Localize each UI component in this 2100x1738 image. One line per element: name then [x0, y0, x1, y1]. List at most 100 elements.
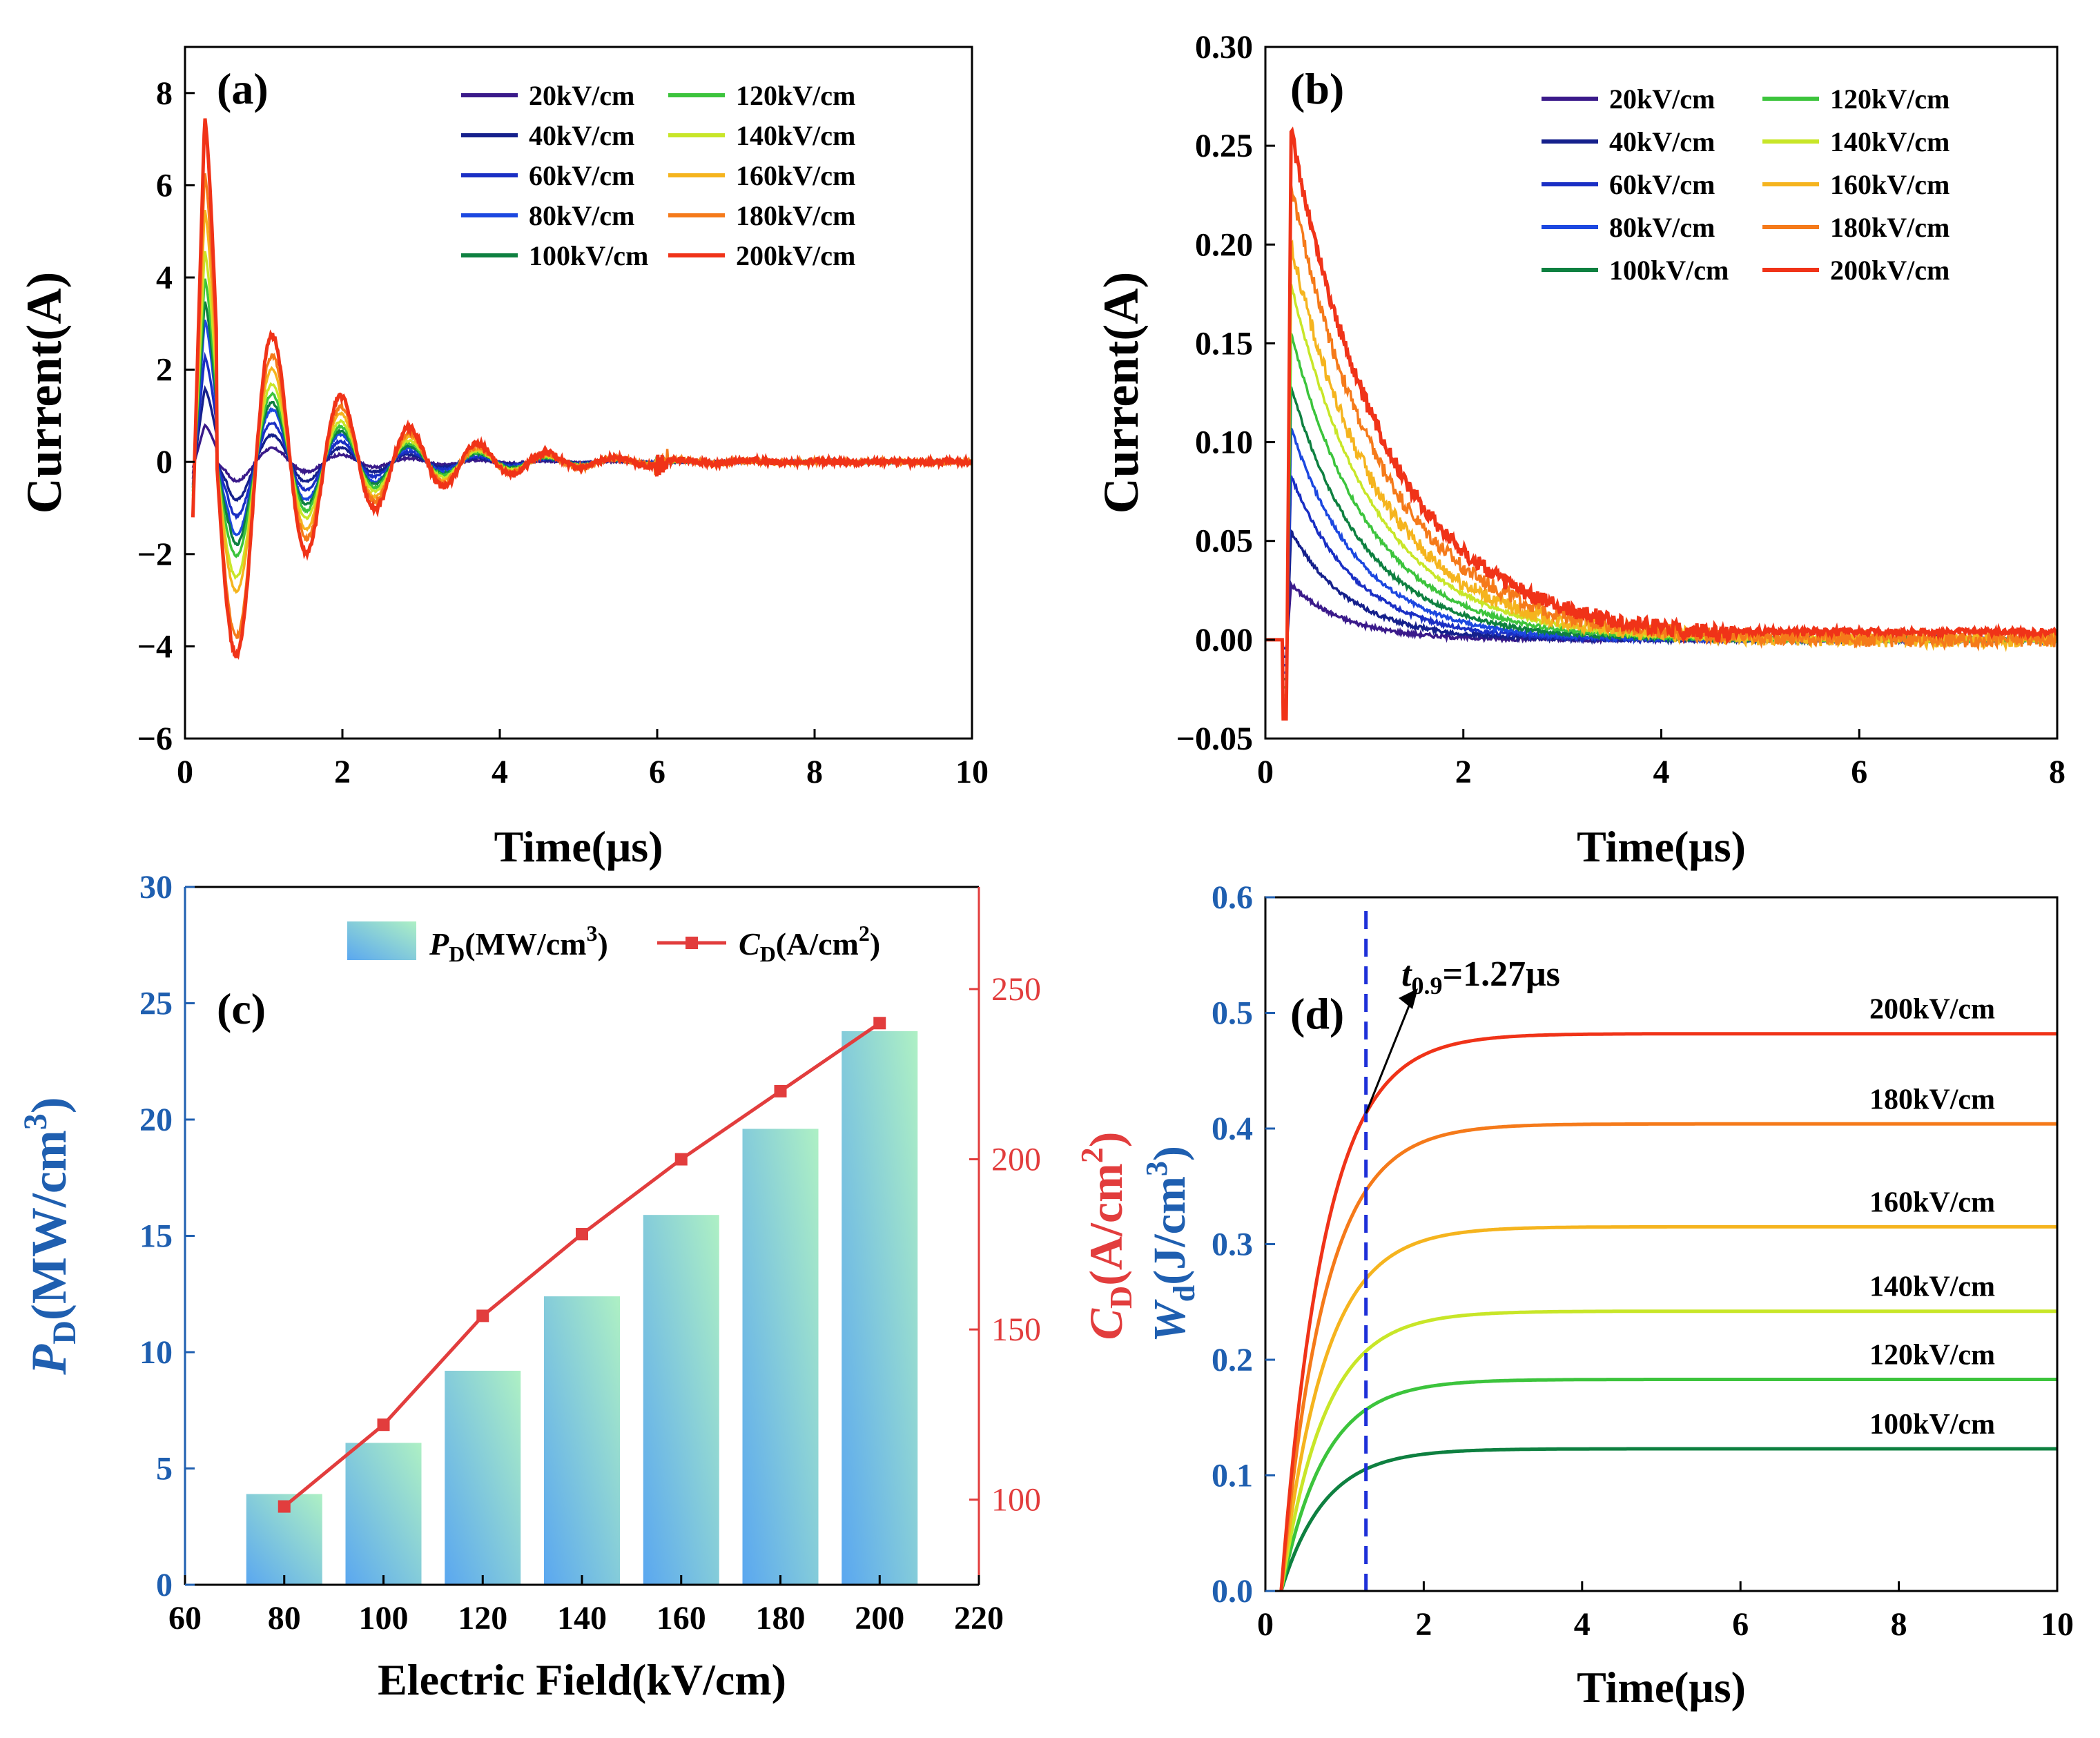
x-tick-label: 140: [557, 1600, 607, 1637]
y-tick-label: 0.1: [1212, 1458, 1253, 1494]
x-tick-label: 180: [756, 1600, 806, 1637]
text-part: 3: [586, 921, 597, 946]
text-part: 2: [859, 921, 870, 946]
x-tick-label: 0: [177, 754, 193, 790]
panel-label-a: (a): [217, 64, 269, 113]
y2-tick-label: 150: [991, 1311, 1041, 1348]
y-tick-label: 4: [156, 260, 173, 296]
y-axis-label: Wd(J/cm3): [1140, 1146, 1201, 1342]
x-tick-label: 2: [1415, 1606, 1432, 1643]
panel-a: 0 2 4 6 8 10 −6 −4 −2 0 2 4 6 8 (a) Time(μs) Current(A) 2…: [17, 46, 989, 871]
y-tick-label: 0.6: [1212, 879, 1253, 916]
y2-tick-label: 200: [991, 1142, 1041, 1178]
x-axis-label: Time(μs): [1577, 1663, 1746, 1712]
legend-label: 160kV/cm: [1830, 169, 1950, 200]
x-tick-label: 220: [954, 1600, 1004, 1637]
y-tick-label: 0.5: [1212, 995, 1253, 1032]
cd-point-180: [774, 1084, 787, 1097]
x-axis-label: Time(μs): [1577, 822, 1746, 871]
series-label-140: 140kV/cm: [1869, 1271, 1995, 1303]
x-tick-label: 10: [2041, 1606, 2074, 1643]
bar-160: [643, 1215, 719, 1585]
annotation-arrow-head: [1399, 988, 1418, 1009]
text-part: D: [760, 941, 776, 966]
legend-label: 80kV/cm: [1609, 212, 1715, 243]
x-tick-label: 6: [649, 754, 665, 790]
legend-label: 140kV/cm: [736, 120, 855, 151]
y-tick-label: 0.2: [1212, 1342, 1253, 1378]
series-label-200: 200kV/cm: [1869, 994, 1995, 1026]
y-tick-label: 20: [139, 1102, 173, 1138]
series-line-200: [191, 118, 972, 660]
series-label-160: 160kV/cm: [1869, 1187, 1995, 1218]
y-tick-label: 0: [156, 1567, 173, 1603]
y-axis-label: Current(A): [17, 272, 72, 514]
x-tick-label: 4: [1653, 754, 1670, 790]
legend-label: 120kV/cm: [736, 80, 855, 111]
legend-label: 100kV/cm: [1609, 255, 1729, 286]
legend-label: 60kV/cm: [529, 160, 634, 191]
panel-d: t0.9=1.27μs 0 2 4 6 8 10 0.0 0.1 0.2 0.3 0.4 0.5 0.6 (…: [1140, 879, 2074, 1712]
x-tick-label: 200: [855, 1600, 904, 1637]
panel-b: 0 2 4 6 8 −0.05 0.00 0.05 0.10 0.15 0.20 0.25 0.30 (b…: [1093, 29, 2065, 871]
legend-label: 100kV/cm: [529, 240, 648, 271]
text-part: ): [21, 1097, 77, 1113]
x-tick-label: 8: [806, 754, 823, 790]
legend-label: 60kV/cm: [1609, 169, 1715, 200]
text-part: C: [1080, 1308, 1132, 1340]
y2-axis-label: CD(A/cm2): [1074, 1132, 1138, 1340]
text-part: (MW/cm: [465, 926, 586, 961]
x-tick-label: 10: [955, 754, 989, 790]
y2-tick-label: 100: [991, 1482, 1041, 1519]
legend-label: 40kV/cm: [1609, 126, 1715, 157]
x-tick-label: 6: [1851, 754, 1867, 790]
y-tick-label: 10: [139, 1334, 173, 1371]
legend-label: 180kV/cm: [1830, 212, 1950, 243]
series-line-40: [191, 384, 972, 502]
series-line-140: [1279, 1309, 2057, 1592]
x-tick-label: 2: [1455, 754, 1472, 790]
y-tick-label: 0.0: [1212, 1573, 1253, 1610]
bar-140: [544, 1296, 620, 1585]
y-tick-label: 0.20: [1195, 226, 1253, 263]
text-part: d: [1167, 1285, 1201, 1302]
legend-label: 180kV/cm: [736, 200, 855, 231]
legend-label: PD(MW/cm3): [429, 921, 608, 966]
x-tick-label: 8: [1891, 1606, 1907, 1643]
series-line-200: [1265, 126, 2057, 721]
bar-180: [742, 1129, 819, 1585]
text-part: C: [739, 926, 761, 961]
series-line-60: [191, 351, 972, 520]
cd-point-140: [576, 1228, 588, 1241]
annotation-arrow-line: [1365, 993, 1415, 1114]
legend-label: CD(A/cm2): [739, 921, 880, 966]
series-line-120: [1279, 1378, 2057, 1592]
text-part: 2: [1074, 1147, 1109, 1163]
series-line-20: [191, 423, 972, 483]
text-part: (A/cm: [1080, 1163, 1132, 1285]
y-tick-label: 0.4: [1212, 1111, 1253, 1147]
x-tick-label: 80: [268, 1600, 301, 1637]
x-tick-label: 60: [168, 1600, 202, 1637]
y-tick-label: 0.15: [1195, 325, 1253, 362]
y-tick-label: 0.00: [1195, 622, 1253, 658]
panel-label-c: (c): [217, 984, 266, 1033]
series-label-180: 180kV/cm: [1869, 1084, 1995, 1115]
y-tick-label: 0.30: [1195, 29, 1253, 66]
y-tick-label: 25: [139, 986, 173, 1022]
legend-label: 140kV/cm: [1830, 126, 1950, 157]
x-tick-label: 2: [334, 754, 351, 790]
y-tick-label: 0.3: [1212, 1227, 1253, 1263]
text-part: P: [429, 926, 449, 961]
cd-point-120: [476, 1309, 489, 1322]
text-part: ): [1080, 1132, 1132, 1148]
annotation-label: t0.9=1.27μs: [1401, 955, 1560, 999]
cd-point-80: [278, 1500, 291, 1513]
legend-label: 160kV/cm: [736, 160, 855, 191]
legend-label: 20kV/cm: [529, 80, 634, 111]
text-part: 0.9: [1411, 972, 1442, 999]
series-label-100: 100kV/cm: [1869, 1409, 1995, 1441]
text-part: D: [1103, 1286, 1138, 1309]
y-tick-label: 5: [156, 1451, 173, 1487]
